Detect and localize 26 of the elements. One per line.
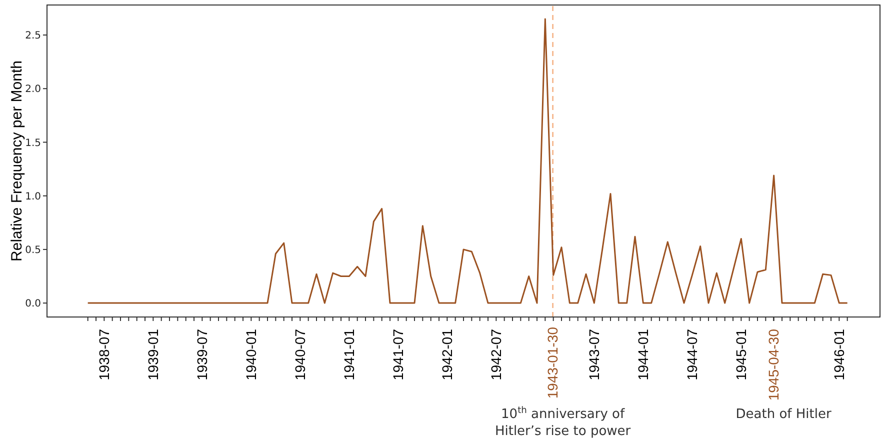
x-tick-label: 1943-07 bbox=[586, 328, 602, 380]
line-series bbox=[87, 18, 848, 304]
x-tick-label: 1939-01 bbox=[145, 328, 162, 380]
y-tick-label: 0.0 bbox=[25, 298, 41, 310]
x-tick-label: 1942-01 bbox=[439, 328, 456, 380]
x-tick-label: 1940-01 bbox=[243, 328, 260, 380]
x-tick-label: 1944-07 bbox=[684, 328, 700, 380]
y-tick-label: 1.5 bbox=[25, 138, 41, 149]
x-tick-label: 1944-01 bbox=[635, 328, 652, 380]
ref-line-label: 1943-01-30 bbox=[544, 326, 561, 399]
x-tick-label: 1940-07 bbox=[292, 328, 308, 380]
y-tick-label: 2.0 bbox=[25, 84, 41, 96]
y-tick-label: 1.0 bbox=[25, 191, 41, 202]
y-tick-label: 0.5 bbox=[25, 245, 41, 256]
y-tick-label: 2.5 bbox=[25, 30, 41, 42]
y-axis-title: Relative Frequency per Month bbox=[8, 60, 26, 262]
x-tick-label: 1946-01 bbox=[831, 328, 848, 380]
x-tick-label: 1941-01 bbox=[341, 328, 358, 380]
x-tick-label: 1938-07 bbox=[96, 328, 112, 380]
x-tick-label: 1942-07 bbox=[488, 328, 504, 380]
text: 10$^{th}$ anniversary of Hitler’s rise to power bbox=[494, 406, 632, 439]
x-tick-label: 1945-04-30 bbox=[765, 328, 782, 401]
x-tick-label: 1945-01 bbox=[733, 328, 750, 380]
x-tick-label: 1941-07 bbox=[390, 328, 406, 380]
x-tick-label: 1939-07 bbox=[194, 328, 210, 380]
text: Death of Hitler bbox=[736, 407, 832, 422]
